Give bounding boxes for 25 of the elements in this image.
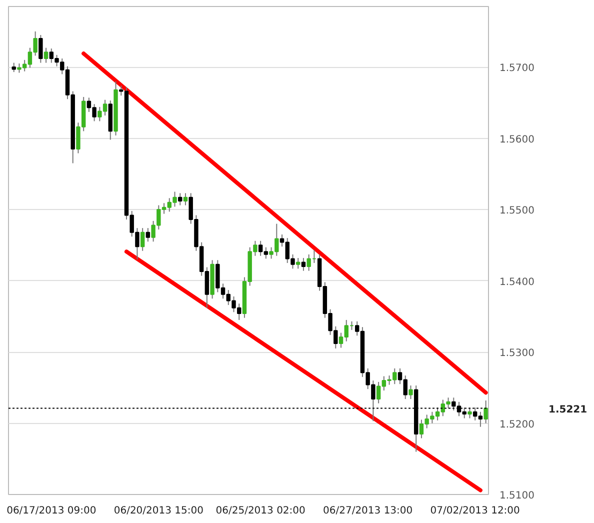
- candlestick: [140, 228, 145, 252]
- candlestick: [484, 400, 488, 424]
- y-tick-label: 1.5600: [500, 134, 534, 146]
- candlestick: [301, 257, 306, 272]
- x-tick-label: 06/25/2013 02:00: [216, 506, 306, 516]
- candlestick: [44, 47, 48, 64]
- x-tick-label: 06/27/2013 13:00: [323, 506, 413, 516]
- candlestick: [12, 62, 16, 73]
- y-tick-label: 1.5200: [500, 419, 534, 430]
- y-tick-label: 1.5700: [500, 63, 534, 74]
- x-tick-label: 06/17/2013 09:00: [6, 506, 96, 516]
- y-tick-label: 1.5100: [500, 490, 534, 502]
- candlestick: [408, 385, 413, 400]
- candlestick: [183, 192, 188, 206]
- x-tick-label: 07/02/2013 12:00: [430, 506, 520, 516]
- candlestick: [296, 257, 300, 270]
- candlestick: [146, 228, 150, 242]
- y-tick-label: 1.5300: [500, 348, 534, 360]
- candlestick: [38, 34, 43, 64]
- candlestick: [178, 192, 182, 206]
- candlestick: [468, 407, 472, 419]
- y-tick-label: 1.5500: [500, 206, 534, 217]
- ref-line-label: 1.5221: [548, 404, 588, 416]
- y-tick-label: 1.5400: [500, 276, 534, 288]
- x-tick-label: 06/20/2013 15:00: [114, 506, 204, 516]
